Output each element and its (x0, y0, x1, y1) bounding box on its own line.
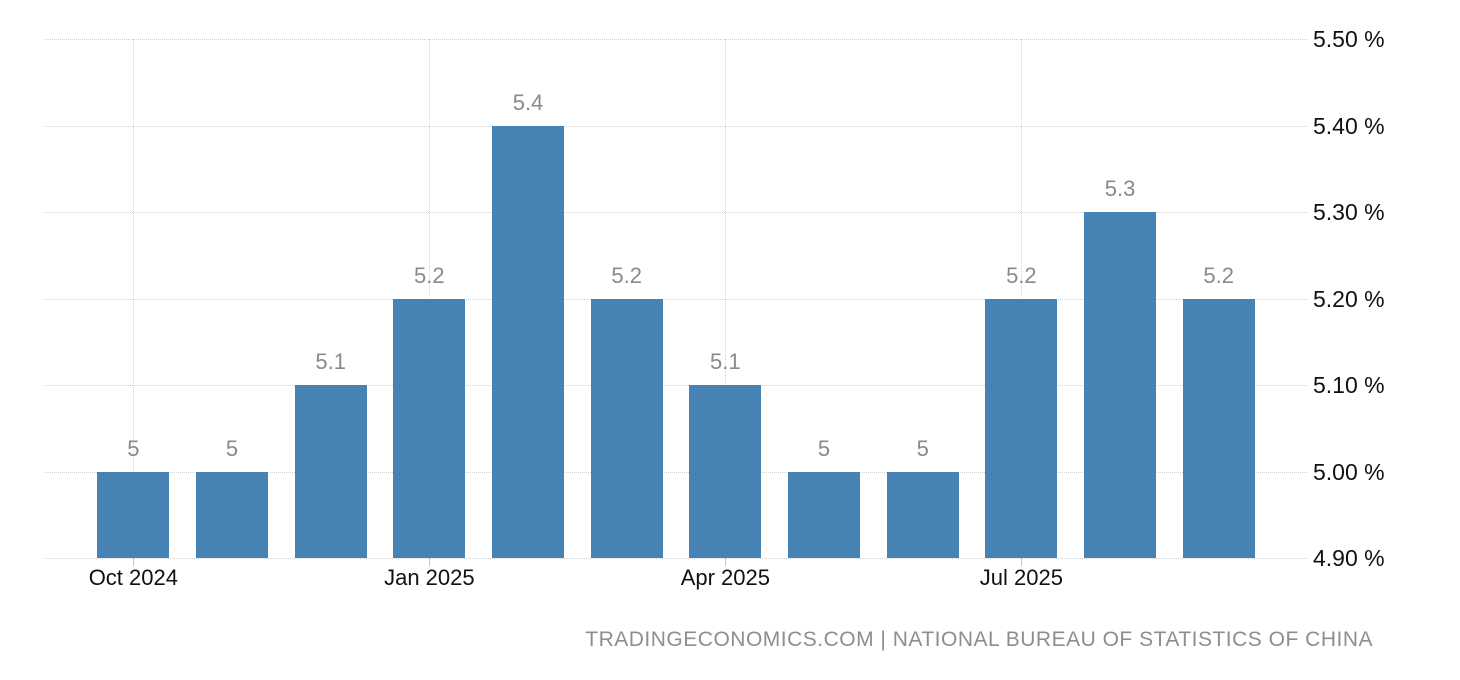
x-axis-tick (133, 558, 135, 566)
x-axis-tick-label: Apr 2025 (680, 565, 770, 590)
y-gridline (44, 385, 1307, 386)
x-axis-tick-label: Jul 2025 (979, 565, 1063, 590)
bar-value-label: 5.1 (710, 349, 741, 374)
x-axis-tick (429, 558, 431, 566)
bar-value-label: 5 (225, 435, 239, 461)
bar-apr-2025[interactable] (689, 385, 762, 558)
bar-may-2025[interactable] (788, 471, 861, 558)
y-axis-tick-label: 5.00 % (1313, 458, 1385, 485)
y-gridline (44, 298, 1307, 300)
y-gridline (44, 39, 1307, 40)
bar-value-label: 5.2 (414, 262, 445, 288)
y-gridline (44, 558, 1307, 559)
y-axis-tick-label: 4.90 % (1313, 545, 1385, 571)
bar-aug-2025[interactable] (1084, 212, 1157, 558)
y-axis-tick-label: 5.30 % (1313, 199, 1385, 225)
bar-value-label: 5 (817, 435, 831, 461)
bar-jun-2025[interactable] (886, 471, 959, 558)
bar-value-label: 5.4 (512, 89, 544, 115)
bar-value-label: 5 (916, 435, 929, 461)
x-axis-tick (725, 558, 727, 566)
bar-oct-2024[interactable] (97, 471, 170, 558)
bar-value-label: 5.1 (315, 349, 346, 374)
bar-sep-2025[interactable] (1182, 298, 1255, 558)
bar-jan-2025[interactable] (393, 298, 466, 558)
y-axis-tick-label: 5.40 % (1313, 112, 1385, 139)
bar-value-label: 5.2 (1006, 262, 1037, 288)
y-axis-tick-label: 5.10 % (1313, 372, 1385, 398)
x-gridline (133, 39, 135, 558)
source-attribution: TRADINGECONOMICS.COM | NATIONAL BUREAU O… (585, 628, 1373, 651)
bar-jul-2025[interactable] (985, 298, 1058, 558)
y-gridline (44, 212, 1307, 213)
bar-dec-2024[interactable] (294, 385, 367, 558)
bar-feb-2025[interactable] (492, 125, 564, 558)
x-axis-tick-label: Jan 2025 (384, 565, 475, 590)
y-axis-tick-label: 5.20 % (1313, 285, 1385, 312)
y-axis-tick-label: 5.50 % (1313, 26, 1385, 52)
bar-mar-2025[interactable] (590, 298, 663, 558)
y-gridline (44, 125, 1307, 127)
y-gridline (44, 471, 1307, 473)
x-axis-tick (1021, 558, 1023, 566)
x-gridline (725, 39, 727, 558)
bar-value-label: 5.2 (611, 262, 642, 288)
bar-value-label: 5.2 (1203, 262, 1234, 288)
bar-value-label: 5 (127, 435, 140, 461)
bar-nov-2024[interactable] (196, 471, 268, 558)
x-axis-tick-label: Oct 2024 (88, 565, 178, 590)
bar-value-label: 5.3 (1104, 176, 1136, 201)
